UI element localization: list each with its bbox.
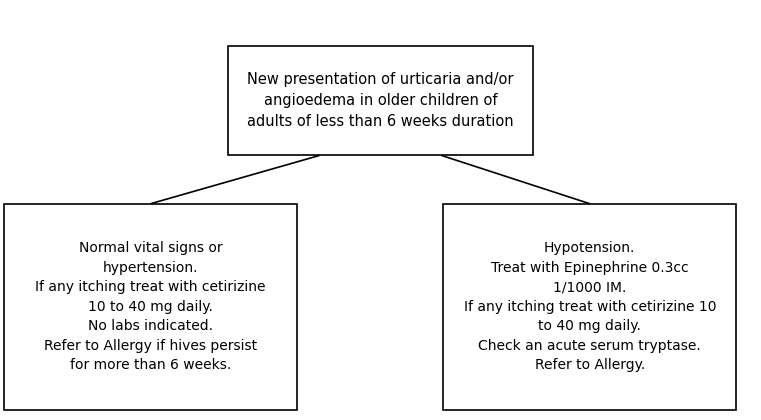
FancyBboxPatch shape bbox=[443, 204, 737, 410]
FancyBboxPatch shape bbox=[5, 204, 297, 410]
Text: Hypotension.
Treat with Epinephrine 0.3cc
1/1000 IM.
If any itching treat with c: Hypotension. Treat with Epinephrine 0.3c… bbox=[463, 241, 716, 372]
FancyBboxPatch shape bbox=[228, 46, 533, 155]
Text: Normal vital signs or
hypertension.
If any itching treat with cetirizine
10 to 4: Normal vital signs or hypertension. If a… bbox=[36, 241, 266, 372]
Text: New presentation of urticaria and/or
angioedema in older children of
adults of l: New presentation of urticaria and/or ang… bbox=[247, 72, 514, 129]
